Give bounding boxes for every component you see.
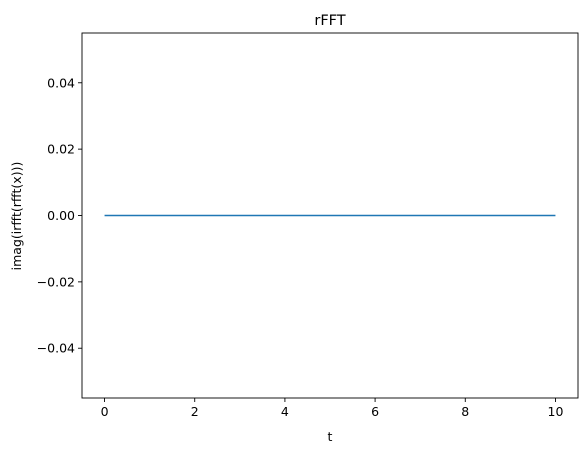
x-tick-label: 4 [281, 404, 289, 419]
y-axis-ticks: −0.04 −0.02 0.00 0.02 0.04 [37, 75, 82, 356]
chart-title: rFFT [314, 13, 345, 29]
y-tick-label: 0.02 [47, 142, 75, 157]
y-tick-label: 0.04 [47, 75, 75, 90]
x-tick-label: 0 [101, 404, 109, 419]
x-axis-ticks: 0 2 4 6 8 10 [101, 398, 564, 419]
x-tick-label: 8 [461, 404, 469, 419]
x-tick-label: 6 [371, 404, 379, 419]
plot-area [81, 32, 579, 399]
x-tick-label: 10 [548, 404, 564, 419]
x-axis-label: t [328, 429, 333, 444]
y-tick-label: 0.00 [47, 208, 75, 223]
y-axis-label: imag(irfft(rfft(x))) [9, 162, 24, 271]
y-tick-label: −0.04 [37, 341, 75, 356]
x-tick-label: 2 [191, 404, 199, 419]
y-tick-label: −0.02 [37, 274, 75, 289]
